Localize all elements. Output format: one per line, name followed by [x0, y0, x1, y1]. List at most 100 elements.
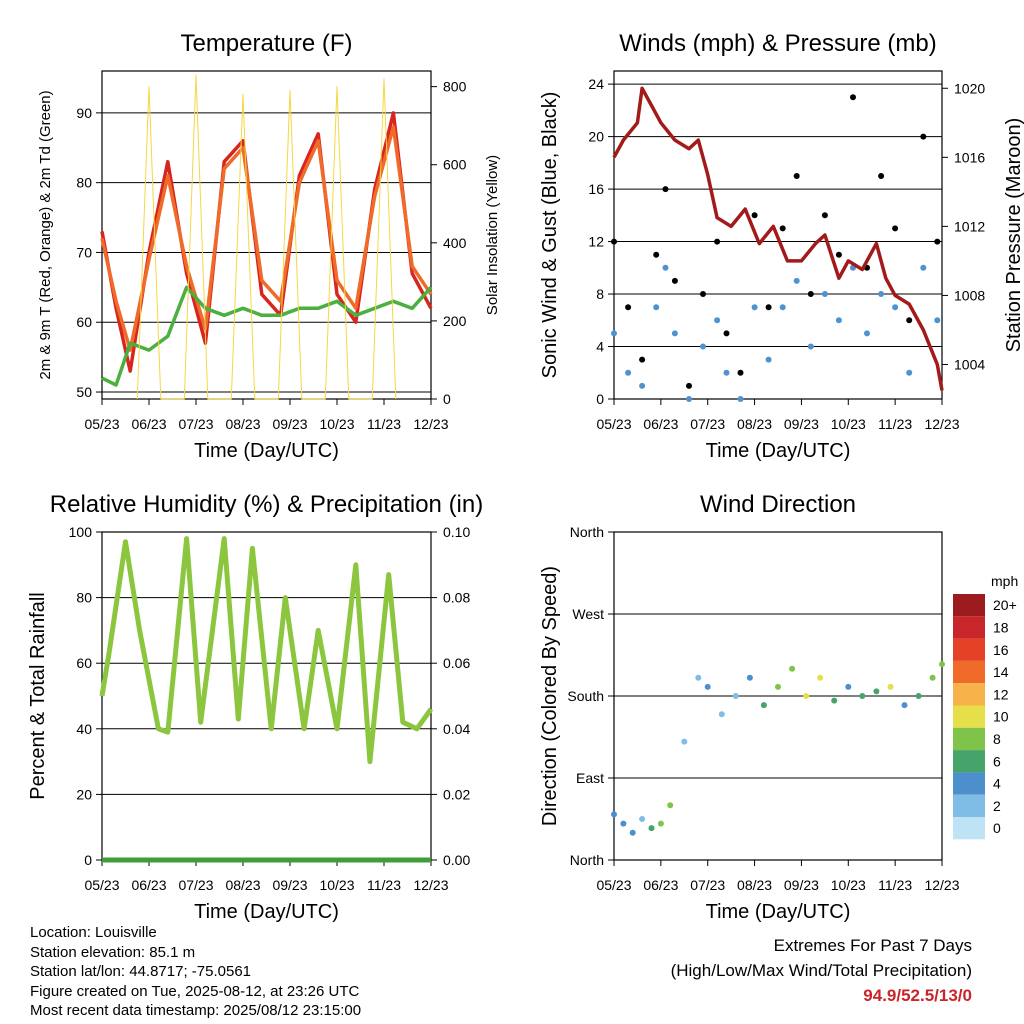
y-tick-label: 0 [596, 391, 604, 407]
series-sonic-wind-point [723, 369, 730, 376]
x-tick-label: 06/23 [643, 416, 678, 432]
series-sonic-wind-point [765, 356, 772, 363]
y-axis-label: Direction (Colored By Speed) [539, 566, 561, 826]
y-axis-label: 2m & 9m T (Red, Orange) & 2m Td (Green) [37, 90, 54, 379]
colorbar-label: 4 [993, 776, 1001, 792]
series-direction-point [639, 816, 646, 822]
station-location: Location: Louisville [30, 924, 157, 941]
series-sonic-wind-point [920, 264, 927, 271]
series-sonic-wind-point [662, 264, 669, 271]
x-tick-label: 12/23 [413, 416, 448, 432]
series-solar-insolation-line [136, 74, 397, 400]
y-axis-label: Percent & Total Rainfall [27, 592, 49, 800]
series-gust-point [700, 291, 706, 297]
y-tick-label: 12 [588, 234, 604, 250]
series-gust-point [892, 225, 899, 232]
x-tick-label: 12/23 [924, 877, 959, 893]
series-gust-point [934, 238, 941, 245]
y-tick-label: South [567, 688, 604, 704]
series-sonic-wind-point [864, 330, 870, 337]
colorbar-label: 20+ [993, 597, 1017, 613]
panel-title: Relative Humidity (%) & Precipitation (i… [50, 491, 483, 518]
colorbar-swatch [953, 817, 985, 840]
series-direction-point [611, 811, 617, 818]
series-direction-point [704, 683, 711, 690]
x-tick-label: 07/23 [178, 416, 213, 432]
colorbar-swatch [953, 660, 985, 684]
y-tick-label: 70 [76, 244, 92, 260]
colorbar-label: 14 [993, 664, 1009, 680]
y2-tick-label: 0.06 [443, 655, 470, 671]
series-sonic-wind-point [686, 396, 692, 402]
x-tick-label: 09/23 [272, 416, 307, 432]
x-tick-label: 07/23 [690, 877, 725, 893]
series-gust-point [723, 330, 730, 337]
series-direction-point [789, 665, 796, 672]
series-gust-point [850, 94, 856, 101]
series-sonic-wind-point [751, 304, 758, 311]
series-sonic-wind-point [835, 317, 842, 324]
series-sonic-wind-point [821, 291, 828, 297]
y-tick-label: 80 [76, 175, 92, 191]
y-tick-label: North [570, 524, 604, 540]
colorbar-swatch [953, 616, 985, 639]
colorbar-label: 16 [993, 642, 1009, 658]
x-tick-label: 08/23 [737, 416, 772, 432]
panel-title: Winds (mph) & Pressure (mb) [619, 30, 936, 57]
station-info: Location: Louisville Station elevation: … [30, 923, 361, 1021]
y-tick-label: 0 [84, 852, 92, 868]
x-tick-label: 07/23 [178, 877, 213, 893]
extremes-box: Extremes For Past 7 Days (High/Low/Max W… [671, 933, 972, 1008]
series-gust-point [906, 317, 913, 324]
colorbar-title: mph [991, 573, 1018, 589]
y-tick-label: 60 [76, 655, 92, 671]
series-sonic-wind-point [700, 343, 706, 350]
series-gust-point [714, 238, 721, 245]
colorbar-label: 12 [993, 686, 1009, 702]
x-tick-label: 11/23 [367, 416, 401, 432]
series-direction-point [648, 825, 655, 832]
x-tick-label: 05/23 [596, 877, 631, 893]
series-sonic-wind-point [779, 304, 786, 311]
series-gust-point [737, 369, 744, 376]
x-tick-label: 05/23 [84, 416, 119, 432]
series-direction-point [620, 820, 627, 827]
series-direction-point [831, 697, 838, 704]
y-tick-label: 50 [76, 384, 92, 400]
series-direction-point [845, 683, 852, 690]
y-tick-label: 60 [76, 314, 92, 330]
y-tick-label: 80 [76, 590, 92, 606]
colorbar-swatch [953, 794, 985, 817]
x-axis-label: Time (Day/UTC) [706, 440, 851, 462]
y2-tick-label: 200 [443, 313, 467, 329]
extremes-values: 94.9/52.5/13/0 [863, 986, 972, 1005]
y-tick-label: 20 [588, 129, 604, 145]
latest-data-timestamp: Most recent data timestamp: 2025/08/12 2… [30, 1002, 362, 1020]
series-direction-point [887, 683, 894, 690]
series-gust-point [793, 173, 800, 179]
series-sonic-wind-point [878, 291, 885, 297]
series-gust-point [920, 133, 927, 140]
y-tick-label: 40 [76, 721, 92, 737]
series-gust-point [625, 304, 632, 311]
x-tick-label: 09/23 [272, 877, 307, 893]
series-sonic-wind-point [653, 304, 660, 311]
x-tick-label: 12/23 [413, 877, 448, 893]
winds-pressure-panel: Winds (mph) & Pressure (mb) 0 4 8 12 16 20 24 10… [539, 30, 1024, 462]
x-tick-label: 06/23 [131, 416, 166, 432]
colorbar-swatch [953, 594, 985, 617]
y-tick-label: 16 [588, 181, 604, 197]
x-tick-label: 11/23 [367, 877, 401, 893]
y2-tick-label: 1020 [954, 80, 985, 96]
y2-tick-label: 1008 [954, 287, 985, 303]
station-elevation: Station elevation: 85.1 m [30, 943, 196, 961]
series-direction-point [667, 802, 674, 809]
series-gust-point [807, 291, 814, 297]
y2-tick-label: 0.02 [443, 786, 470, 802]
x-tick-label: 11/23 [878, 877, 912, 893]
series-sonic-wind-point [714, 317, 721, 324]
y-tick-label: 8 [596, 286, 604, 302]
colorbar-swatch [953, 683, 985, 706]
x-tick-label: 07/23 [690, 416, 725, 432]
series-gust-point [662, 186, 669, 193]
